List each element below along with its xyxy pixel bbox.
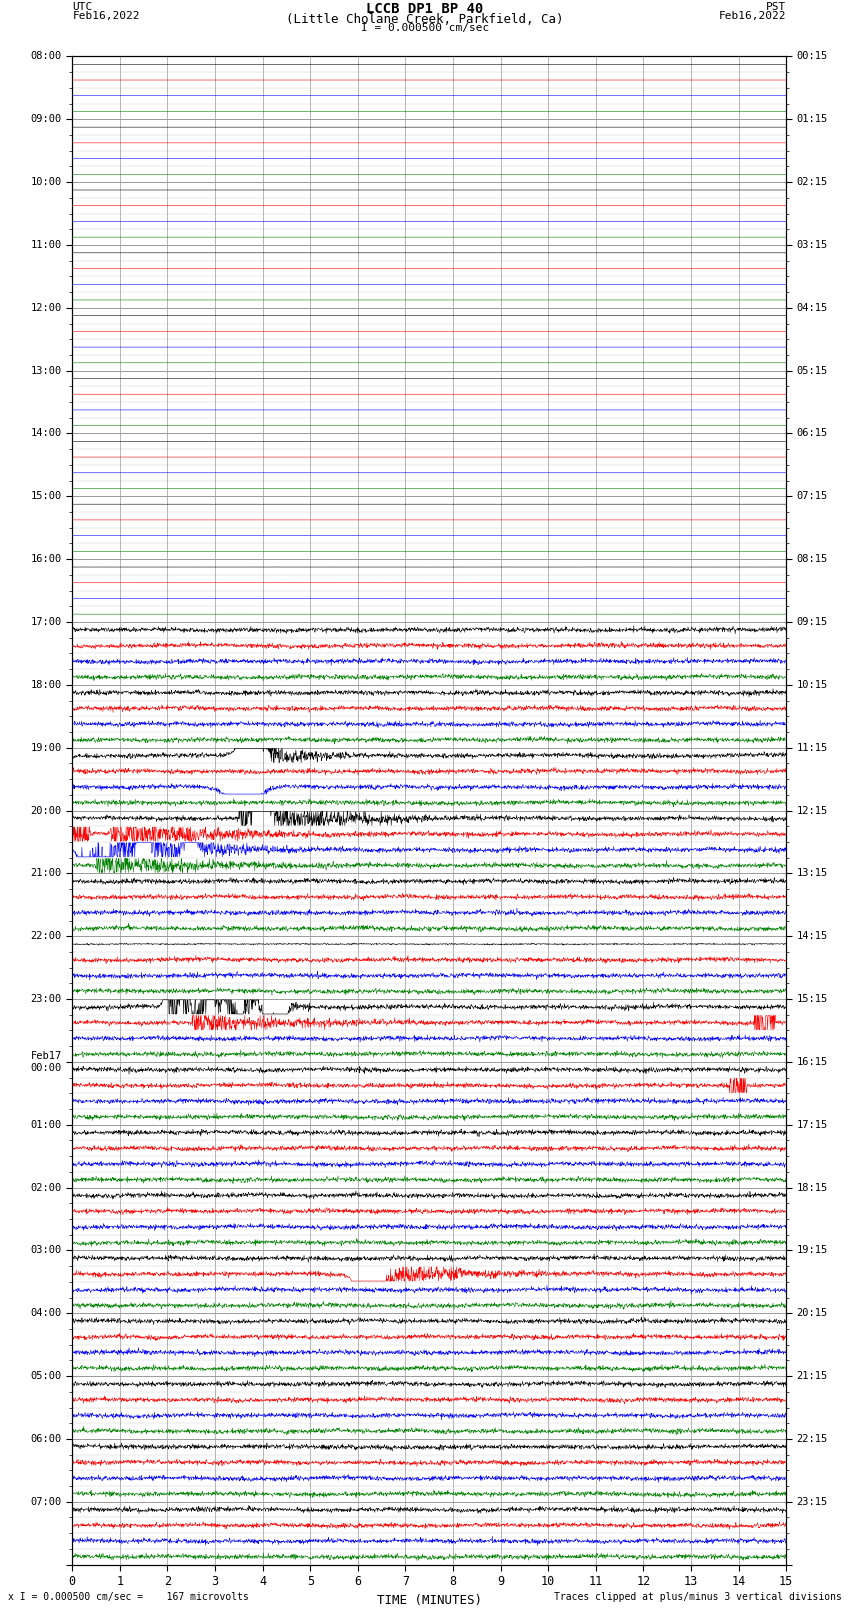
Text: x I = 0.000500 cm/sec =    167 microvolts: x I = 0.000500 cm/sec = 167 microvolts — [8, 1592, 249, 1602]
X-axis label: TIME (MINUTES): TIME (MINUTES) — [377, 1594, 482, 1607]
Text: LCCB DP1 BP 40: LCCB DP1 BP 40 — [366, 3, 484, 16]
Text: I = 0.000500 cm/sec: I = 0.000500 cm/sec — [361, 24, 489, 34]
Text: Feb16,2022: Feb16,2022 — [719, 11, 786, 21]
Text: Traces clipped at plus/minus 3 vertical divisions: Traces clipped at plus/minus 3 vertical … — [553, 1592, 842, 1602]
Text: PST: PST — [766, 3, 786, 13]
Text: Feb16,2022: Feb16,2022 — [72, 11, 139, 21]
Text: (Little Cholane Creek, Parkfield, Ca): (Little Cholane Creek, Parkfield, Ca) — [286, 13, 564, 26]
Text: UTC: UTC — [72, 3, 93, 13]
